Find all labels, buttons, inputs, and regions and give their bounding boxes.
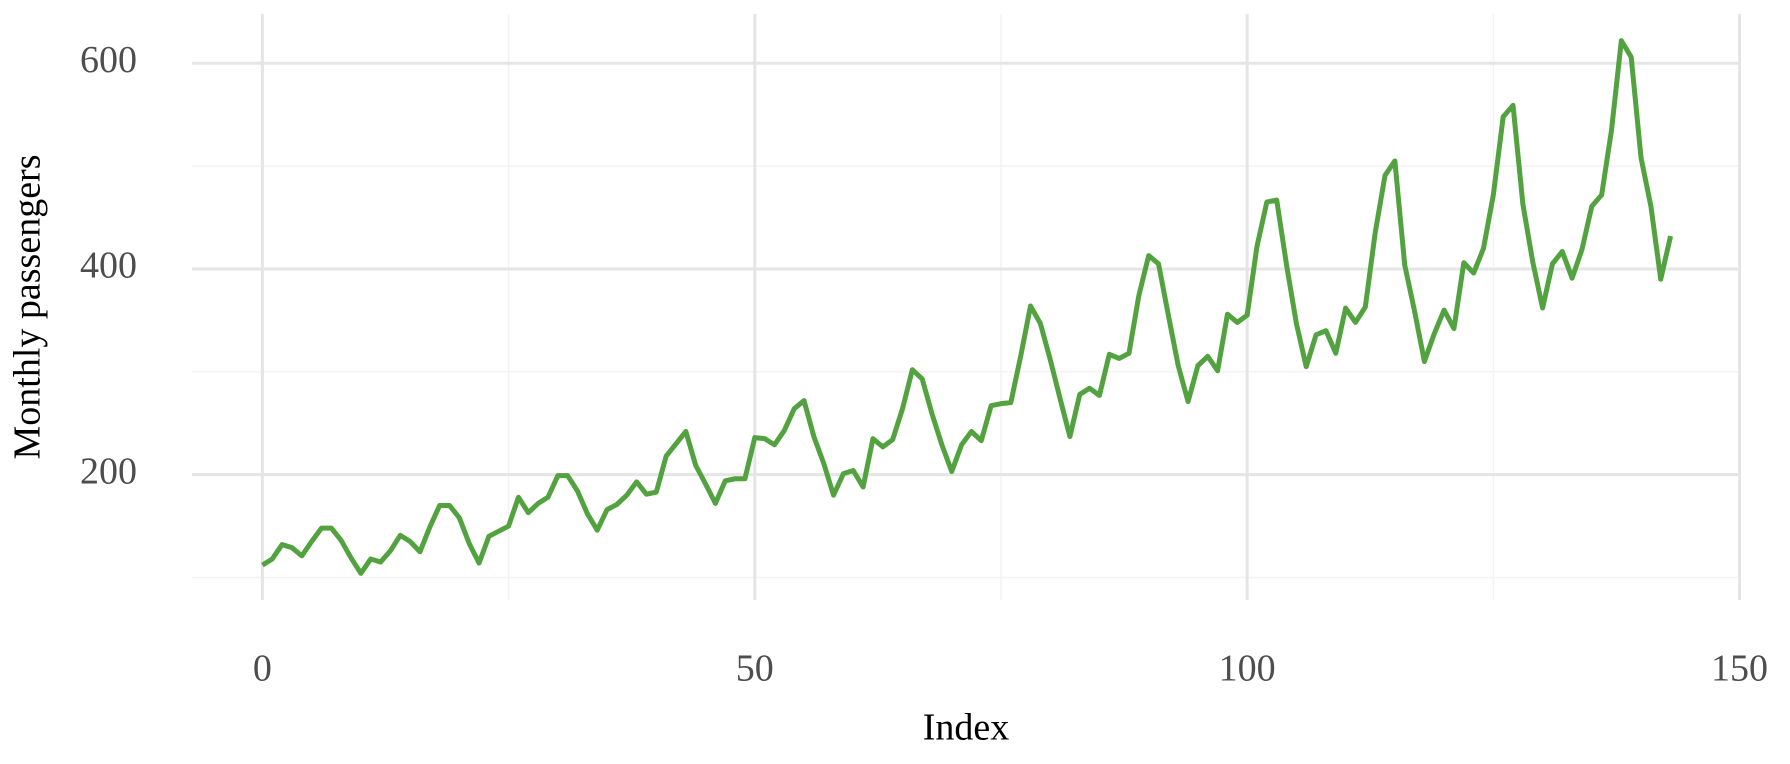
y-tick-label: 400 (80, 245, 137, 287)
x-axis-title: Index (923, 707, 1010, 749)
data-line (261, 38, 1674, 576)
x-tick-label: 50 (736, 648, 774, 690)
x-tick-label: 150 (1711, 648, 1768, 690)
x-tick-label: 0 (253, 648, 272, 690)
y-tick-label: 600 (80, 39, 137, 81)
x-tick-label: 100 (1219, 648, 1276, 690)
y-axis-title: Monthly passengers (7, 154, 49, 459)
y-tick-label: 200 (80, 450, 137, 492)
